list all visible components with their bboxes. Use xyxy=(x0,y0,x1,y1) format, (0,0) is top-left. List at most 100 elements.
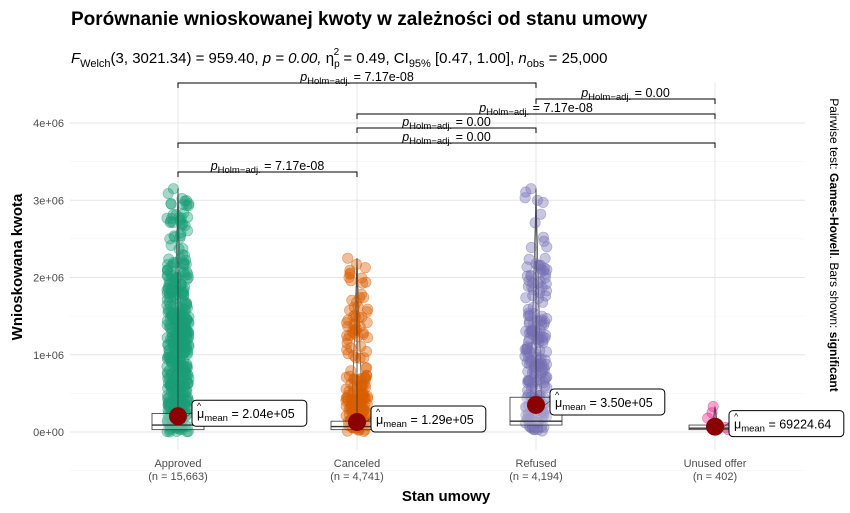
data-point xyxy=(538,319,550,331)
data-point xyxy=(163,344,175,356)
data-point xyxy=(182,225,194,237)
x-tick-label: Refused xyxy=(516,458,557,470)
data-point xyxy=(521,343,533,355)
data-point xyxy=(359,372,371,384)
data-point xyxy=(179,249,191,261)
pairwise-bracket: pHolm−adj. = 0.00 xyxy=(177,130,716,148)
data-point xyxy=(525,242,537,254)
data-point xyxy=(541,382,553,394)
data-point xyxy=(528,361,540,373)
group-unused-offer: μmean = 69224.64^ xyxy=(688,400,845,438)
data-point xyxy=(357,389,369,401)
data-point xyxy=(181,360,193,372)
data-point xyxy=(161,212,173,224)
data-point xyxy=(519,350,531,362)
data-point xyxy=(164,278,176,290)
bracket-line xyxy=(177,142,716,148)
data-point xyxy=(345,393,357,405)
data-point xyxy=(540,268,552,280)
data-point xyxy=(351,258,363,270)
mean-hat: ^ xyxy=(734,412,739,422)
x-tick-n-label: (n = 4,741) xyxy=(330,471,384,483)
data-point xyxy=(359,262,371,274)
data-point xyxy=(166,212,178,224)
data-point xyxy=(358,291,370,303)
data-point xyxy=(168,277,180,289)
y-tick-label: 3e+06 xyxy=(33,195,64,207)
mean-point xyxy=(169,407,187,426)
mean-label-leader xyxy=(723,422,730,427)
data-point xyxy=(170,370,182,382)
pairwise-p-label: pHolm−adj. = 0.00 xyxy=(580,86,670,103)
data-point xyxy=(345,275,357,287)
data-point xyxy=(178,388,190,400)
pairwise-bracket: pHolm−adj. = 0.00 xyxy=(535,86,716,104)
data-point xyxy=(161,299,173,311)
data-point xyxy=(361,362,373,374)
data-point xyxy=(341,317,353,329)
group-approved: μmean = 2.04e+05^ xyxy=(151,183,308,438)
pairwise-bracket: pHolm−adj. = 7.17e-08 xyxy=(177,70,537,88)
data-point xyxy=(341,344,353,356)
data-point xyxy=(540,290,552,302)
y-tick-label: 4e+06 xyxy=(33,118,64,130)
mean-label-box xyxy=(370,405,487,433)
data-point xyxy=(536,310,548,322)
mean-label-leader xyxy=(186,412,193,417)
data-point xyxy=(181,200,193,212)
data-point xyxy=(179,281,191,293)
x-tick-n-label: (n = 15,663) xyxy=(148,471,208,483)
bracket-line xyxy=(535,98,716,104)
mean-hat: ^ xyxy=(555,390,560,400)
data-point xyxy=(161,315,173,327)
data-point xyxy=(179,303,191,315)
x-tick-label: Approved xyxy=(154,458,201,470)
bracket-line xyxy=(356,113,716,119)
data-point xyxy=(356,372,368,384)
data-point xyxy=(538,235,550,247)
bracket-line xyxy=(356,127,537,133)
mean-label-box xyxy=(191,399,308,427)
chart-title: Porównanie wnioskowanej kwoty w zależnoś… xyxy=(71,9,648,30)
data-point xyxy=(356,311,368,323)
pairwise-p-label: pHolm−adj. = 0.00 xyxy=(401,130,491,147)
data-point xyxy=(170,380,182,392)
data-point xyxy=(533,259,545,271)
x-tick-label: Canceled xyxy=(334,458,380,470)
data-point xyxy=(163,296,175,308)
data-point xyxy=(162,368,174,380)
data-point xyxy=(175,280,187,292)
data-point xyxy=(349,324,361,336)
data-point xyxy=(520,186,532,198)
mean-hat: ^ xyxy=(197,401,202,411)
pairwise-p-label: pHolm−adj. = 7.17e-08 xyxy=(478,101,593,118)
data-point xyxy=(541,241,553,253)
data-point xyxy=(528,364,540,376)
data-point xyxy=(532,292,544,304)
data-point xyxy=(523,307,535,319)
data-point xyxy=(522,374,534,386)
data-point xyxy=(523,333,535,345)
data-point xyxy=(164,233,176,245)
y-tick-label: 1e+06 xyxy=(33,350,64,362)
data-point xyxy=(179,341,191,353)
data-point xyxy=(540,411,552,423)
data-point xyxy=(526,281,538,293)
pairwise-p-label: pHolm−adj. = 0.00 xyxy=(401,115,491,132)
data-point xyxy=(181,302,193,314)
data-point xyxy=(530,416,542,428)
data-point xyxy=(357,277,369,289)
y-axis-title: Wnioskowana kwota xyxy=(9,193,26,340)
pairwise-p-label: pHolm−adj. = 7.17e-08 xyxy=(210,159,325,176)
data-point xyxy=(179,195,191,207)
chart-subtitle: FWelch(3, 3021.34) = 959.40, p = 0.00, η… xyxy=(71,47,607,70)
data-point xyxy=(178,289,190,301)
pairwise-bracket: pHolm−adj. = 0.00 xyxy=(356,115,537,133)
data-point xyxy=(178,318,190,330)
data-point xyxy=(531,194,543,206)
mean-label: μmean = 3.50e+05 xyxy=(555,396,653,413)
pairwise-p-label: pHolm−adj. = 7.17e-08 xyxy=(299,70,414,87)
y-tick-label: 0e+00 xyxy=(33,427,64,439)
data-point xyxy=(361,345,373,357)
